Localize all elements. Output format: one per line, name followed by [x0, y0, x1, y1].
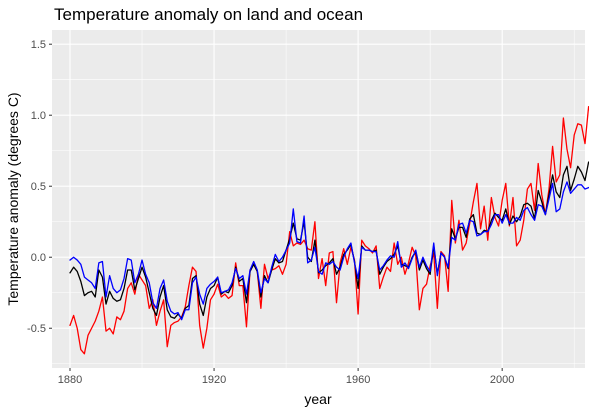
- plot-panel: [52, 30, 585, 368]
- x-tick-label: 2000: [490, 374, 514, 386]
- y-axis-ticks: -0.5 0.0 0.5 1.0 1.5: [27, 39, 52, 335]
- x-tick-label: 1960: [346, 374, 370, 386]
- y-tick-label: 1.0: [31, 110, 46, 122]
- y-tick-label: -0.5: [27, 323, 46, 335]
- series-line-3: [69, 181, 589, 321]
- x-tick-label: 1920: [202, 374, 226, 386]
- y-tick-label: 0.0: [31, 252, 46, 264]
- chart-title: Temperature anomaly on land and ocean: [54, 5, 363, 24]
- y-tick-label: 0.5: [31, 181, 46, 193]
- minor-gridlines: [52, 30, 585, 368]
- x-axis-ticks: 1880 1920 1960 2000: [58, 368, 514, 386]
- x-tick-label: 1880: [58, 374, 82, 386]
- x-axis-title: year: [304, 391, 332, 407]
- y-axis-title: Temperature anomaly (degrees C): [5, 92, 21, 305]
- y-tick-label: 1.5: [31, 39, 46, 51]
- series-lines: [69, 106, 589, 355]
